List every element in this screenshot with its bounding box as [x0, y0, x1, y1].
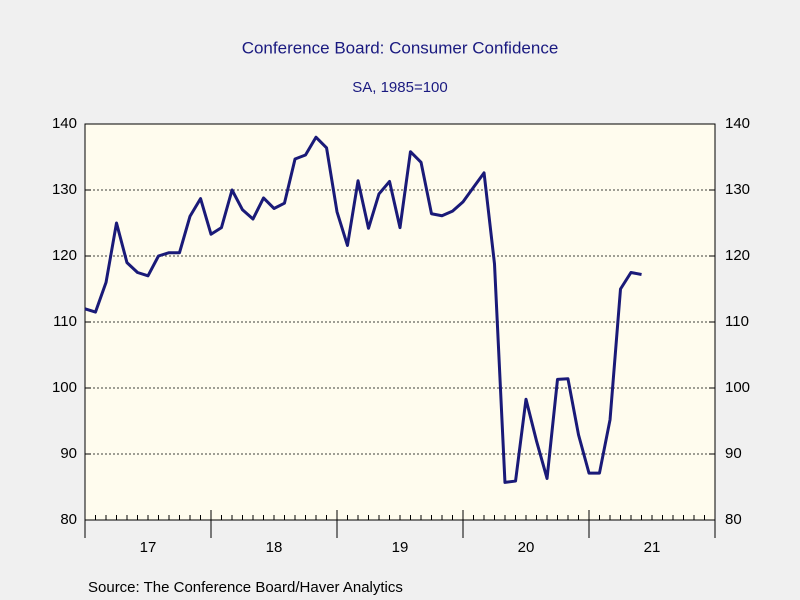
y2-tick-label: 100: [725, 379, 750, 396]
source-note: Source: The Conference Board/Haver Analy…: [88, 579, 403, 596]
y2-tick-label: 140: [725, 115, 750, 132]
chart-title: Conference Board: Consumer Confidence: [242, 38, 559, 57]
y2-tick-label: 90: [725, 445, 742, 462]
plot-area: [84, 123, 716, 521]
data-line: [84, 135, 642, 484]
y-tick-label: 100: [52, 379, 77, 396]
x-tick-label: 17: [140, 539, 157, 556]
x-tick-label: 20: [518, 539, 535, 556]
y-tick-label: 90: [60, 445, 77, 462]
y2-tick-label: 80: [725, 511, 742, 528]
y2-tick-label: 120: [725, 247, 750, 264]
y2-tick-label: 130: [725, 181, 750, 198]
x-tick-label: 18: [266, 539, 283, 556]
x-tick-label: 19: [392, 539, 409, 556]
y-tick-label: 110: [53, 313, 77, 330]
y-tick-label: 130: [52, 181, 77, 198]
y-tick-label: 140: [52, 115, 77, 132]
chart-subtitle: SA, 1985=100: [352, 79, 448, 96]
y-tick-label: 80: [60, 511, 77, 528]
y-tick-label: 120: [52, 247, 77, 264]
y2-tick-label: 110: [725, 313, 749, 330]
x-tick-label: 21: [644, 539, 661, 556]
